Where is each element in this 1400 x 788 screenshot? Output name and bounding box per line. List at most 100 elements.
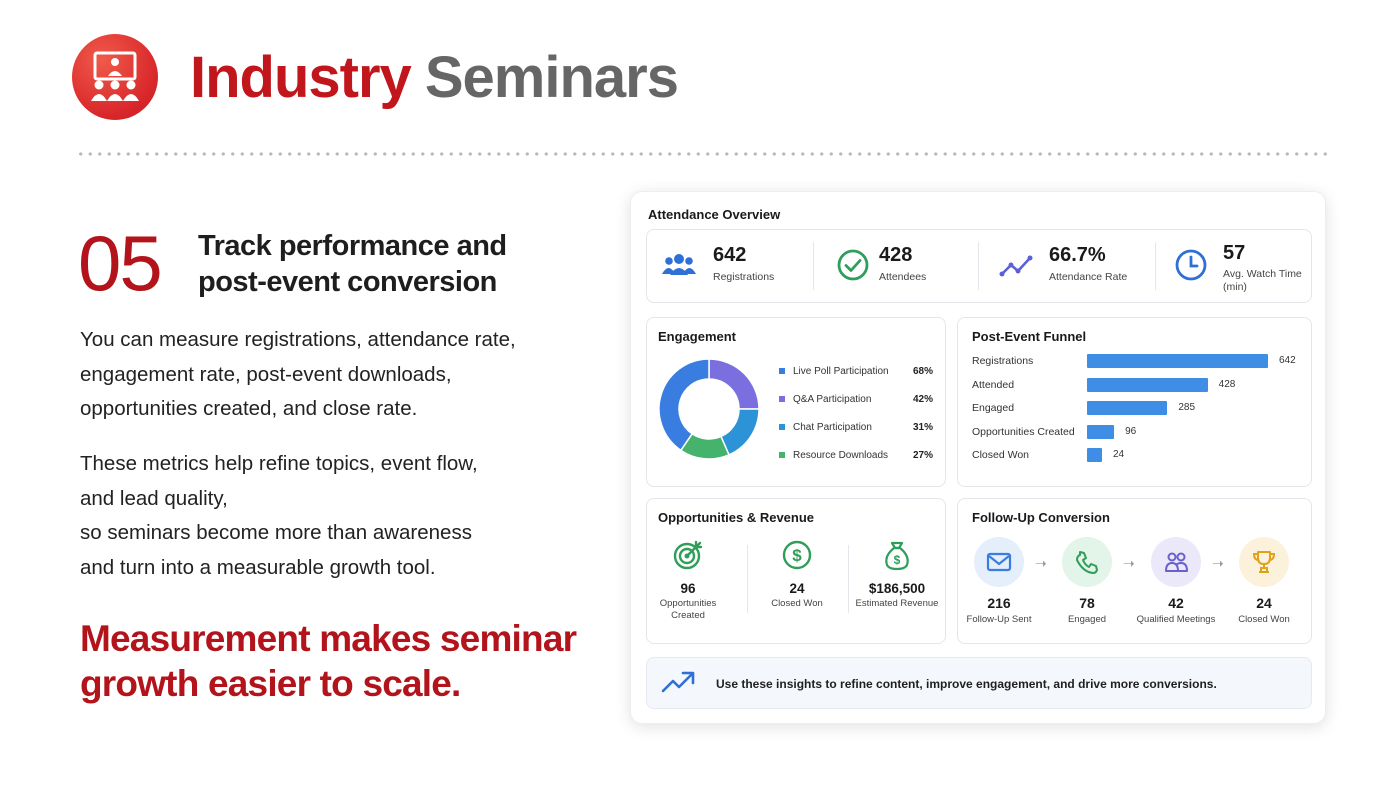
step-icon-circle — [1239, 537, 1289, 587]
funnel-label: Attended — [972, 378, 1015, 391]
followup-step: 24 Closed Won — [1224, 537, 1304, 625]
dashboard-panel: Attendance Overview 642 Registrations 42… — [630, 191, 1326, 724]
opp-value: $186,500 — [868, 581, 926, 596]
funnel-label: Engaged — [972, 402, 1015, 414]
funnel-bar — [1087, 354, 1268, 368]
overview-attendees: 428 Attendees — [821, 230, 979, 302]
legend-swatch — [779, 396, 785, 403]
funnel-label: Closed Won — [972, 449, 1030, 461]
overview-watch-time: 57 Avg. Watch Time (min) — [1163, 230, 1311, 302]
followup-step: 216 Follow-Up Sent — [959, 537, 1039, 625]
legend-value: 27% — [912, 450, 933, 461]
card-title: Post-Event Funnel — [972, 329, 1087, 344]
followup-step: 42 Qualified Meetings — [1136, 537, 1216, 625]
followup-card: Follow-Up Conversion 216 Follow-Up Sent … — [957, 498, 1312, 644]
text-line: so seminars become more than awareness — [80, 521, 472, 544]
paragraph-2: These metrics help refine topics, event … — [80, 447, 478, 585]
insight-banner: Use these insights to refine content, im… — [646, 657, 1312, 709]
legend-value: 68% — [912, 366, 933, 377]
dashboard-title: Attendance Overview — [648, 207, 781, 222]
opp-item: $ $186,500 Estimated Revenue — [847, 539, 947, 610]
divider — [978, 242, 979, 290]
trophy-icon — [1252, 551, 1276, 573]
logo — [72, 34, 158, 120]
step-label: Follow-Up Sent — [966, 614, 1032, 625]
overview-registrations: 642 Registrations — [647, 230, 813, 302]
divider — [848, 545, 849, 613]
arrow-right-icon: ➝ — [1123, 555, 1135, 571]
opp-item: 96 Opportunities Created — [638, 539, 738, 622]
card-title: Opportunities & Revenue — [658, 510, 815, 525]
tagline-line: Measurement makes seminar — [80, 618, 577, 659]
overview-card: 642 Registrations 428 Attendees 66.7% At… — [646, 229, 1312, 303]
trend-line-icon — [999, 255, 1033, 277]
overview-label: Attendees — [879, 271, 927, 283]
funnel-bar — [1087, 401, 1168, 415]
page-title: Industry Seminars — [190, 44, 679, 111]
tagline-line: growth easier to scale. — [80, 663, 461, 704]
overview-value: 642 — [713, 244, 747, 266]
donut-slice — [708, 358, 760, 410]
section-number: 05 — [78, 219, 163, 307]
overview-label: Attendance Rate — [1049, 271, 1128, 283]
funnel-bar — [1087, 377, 1208, 392]
people-icon — [1165, 552, 1188, 572]
text-line: opportunities created, and close rate. — [80, 397, 418, 420]
title-part1: Industry — [190, 45, 412, 110]
step-label: Engaged — [1067, 614, 1107, 625]
opp-label: Closed Won — [771, 598, 823, 609]
overview-value: 66.7% — [1049, 244, 1106, 266]
funnel-row: Opportunities Created 96 — [972, 424, 1302, 441]
step-value: 216 — [987, 595, 1011, 611]
opp-value: 24 — [789, 581, 805, 596]
section-heading: Track performance and post-event convers… — [198, 228, 507, 300]
phone-icon — [1076, 551, 1098, 574]
followup-step: 78 Engaged — [1047, 537, 1127, 625]
step-value: 78 — [1079, 595, 1095, 611]
legend-item: Chat Participation 31% — [779, 422, 933, 433]
target-icon — [673, 540, 703, 570]
text-line: engagement rate, post-event downloads, — [80, 362, 452, 386]
title-part2: Seminars — [424, 45, 679, 110]
step-icon-circle — [1062, 537, 1112, 587]
funnel-row: Engaged 285 — [972, 401, 1302, 417]
step-value: 42 — [1168, 595, 1184, 611]
funnel-card: Post-Event Funnel Registrations 642 Attend… — [957, 317, 1312, 487]
legend-value: 31% — [912, 422, 933, 433]
check-circle-icon — [837, 249, 869, 281]
overview-value: 57 — [1223, 242, 1246, 264]
opp-item: $ 24 Closed Won — [747, 539, 847, 610]
tagline: Measurement makes seminar growth easier … — [80, 616, 577, 706]
engagement-card: Engagement Live Poll Participation 68% Q… — [646, 317, 946, 487]
legend-swatch — [779, 368, 785, 375]
funnel-value: 642 — [1279, 355, 1296, 366]
step-label: Closed Won — [1238, 614, 1290, 625]
text-line: You can measure registrations, attendanc… — [80, 328, 516, 351]
legend-value: 42% — [912, 394, 933, 405]
money-bag-icon: $ — [885, 541, 909, 571]
step-icon-circle — [1151, 537, 1201, 587]
users-icon — [662, 254, 696, 275]
funnel-row: Attended 428 — [972, 377, 1302, 394]
divider — [747, 545, 748, 613]
trend-up-arrow-icon — [661, 671, 695, 693]
step-value: 24 — [1256, 595, 1272, 611]
overview-attendance-rate: 66.7% Attendance Rate — [987, 230, 1157, 302]
funnel-value: 285 — [1178, 402, 1196, 413]
section-heading-line2: post-event conversion — [198, 266, 497, 298]
funnel-value: 96 — [1125, 425, 1137, 437]
legend-label: Q&A Participation — [793, 394, 872, 405]
funnel-value: 428 — [1218, 378, 1236, 390]
dotted-divider — [76, 152, 1328, 156]
paragraph-1: You can measure registrations, attendanc… — [80, 323, 516, 427]
legend-item: Live Poll Participation 68% — [779, 366, 933, 377]
legend-label: Resource Downloads — [793, 450, 889, 461]
card-title: Follow-Up Conversion — [972, 510, 1110, 525]
svg-text:$: $ — [792, 546, 802, 565]
presentation-audience-icon — [91, 51, 139, 101]
card-title: Engagement — [658, 329, 737, 344]
text-line: These metrics help refine topics, event … — [80, 452, 478, 475]
svg-text:$: $ — [894, 553, 901, 567]
funnel-bar — [1087, 424, 1115, 439]
divider — [813, 242, 814, 290]
